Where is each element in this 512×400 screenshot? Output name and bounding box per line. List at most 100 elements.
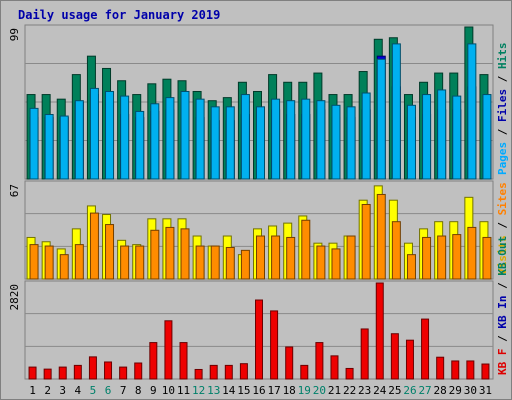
bar-sites (422, 236, 432, 280)
bar-sites (286, 236, 296, 280)
bar-pages (452, 95, 462, 180)
bar-pages (391, 43, 401, 180)
bar-kb-f (255, 299, 263, 380)
legend-separator: / (496, 69, 509, 89)
legend-separator: / (496, 215, 509, 235)
x-tick-label: 30 (464, 384, 477, 397)
bar-sites (165, 226, 175, 280)
legend-entry: KB In (496, 296, 509, 329)
bar-kb-f (390, 333, 399, 380)
x-tick-label: 17 (267, 384, 280, 397)
bar-pages (331, 104, 341, 180)
bar-sites (180, 228, 190, 280)
x-tick-label: 2 (44, 384, 51, 397)
bar-kb-f (451, 360, 460, 380)
bar-sites (210, 245, 220, 280)
bar-pages (376, 58, 386, 180)
x-tick-label: 19 (298, 384, 311, 397)
bar-pages (346, 106, 356, 180)
legend-entry: Files (496, 89, 509, 122)
bar-sites (467, 226, 477, 280)
bar-sites (44, 245, 54, 280)
bar-sites (331, 248, 341, 280)
bar-sites (437, 235, 447, 280)
x-tick-label: 13 (207, 384, 220, 397)
bar-sites (59, 254, 69, 280)
bar-kb-f (194, 368, 203, 380)
x-tick-label: 12 (192, 384, 205, 397)
bar-kb-f (466, 360, 475, 380)
bar-kb-f (209, 364, 218, 380)
bar-pages (29, 107, 39, 180)
x-tick-label: 31 (479, 384, 492, 397)
bar-pages (150, 103, 160, 180)
bar-kb-f (73, 364, 82, 380)
bar-pages (165, 97, 175, 180)
bar-sites (406, 254, 416, 280)
x-tick-label: 27 (418, 384, 431, 397)
bar-kb-f (436, 356, 445, 380)
legend-entry: Visits (496, 235, 509, 275)
bar-kb-f (405, 339, 414, 380)
bar-sites (195, 245, 205, 280)
legend: Pages / Files / Hits (496, 43, 509, 176)
x-tick-label: 14 (222, 384, 236, 397)
bar-kb-f (360, 328, 369, 380)
bar-sites (240, 249, 250, 280)
legend-entry: KB F (496, 349, 509, 376)
x-tick-label: 9 (150, 384, 157, 397)
bar-pages (44, 114, 54, 180)
bar-sites (256, 235, 265, 280)
bar-kb-f (375, 282, 384, 380)
x-tick-label: 7 (120, 384, 127, 397)
bar-pages (301, 98, 311, 180)
x-tick-label: 18 (283, 384, 296, 397)
bar-pages (482, 94, 492, 180)
bar-pages (286, 100, 296, 180)
x-tick-label: 8 (135, 384, 142, 397)
chart-title: Daily usage for January 2019 (18, 8, 221, 22)
bar-kb-f (315, 342, 324, 380)
x-tick-label: 21 (328, 384, 341, 397)
x-tick-label: 22 (343, 384, 356, 397)
bar-sites (361, 203, 371, 280)
x-tick-label: 4 (75, 384, 82, 397)
bar-kb-f (270, 310, 279, 380)
bar-kb-f (285, 346, 294, 380)
x-tick-label: 20 (313, 384, 326, 397)
bar-sites (346, 235, 356, 280)
y-max-label: 2820 (8, 284, 21, 311)
bar-pages (74, 100, 84, 180)
bar-pages (195, 98, 205, 180)
x-tick-label: 5 (90, 384, 97, 397)
bar-sites (135, 245, 145, 280)
bar-kb-f (481, 363, 490, 380)
bar-sites (120, 245, 130, 280)
bar-pages (135, 110, 145, 180)
legend-entry: Pages (496, 142, 509, 175)
legend-entry: Sites (496, 182, 509, 215)
legend-separator: / (496, 276, 509, 296)
bar-sites (301, 219, 311, 280)
x-tick-label: 26 (403, 384, 416, 397)
bar-kb-f (58, 366, 67, 380)
bar-sites (74, 244, 84, 280)
bar-sites (225, 246, 235, 280)
x-tick-label: 25 (388, 384, 401, 397)
y-max-label: 99 (8, 28, 21, 41)
bar-pages (361, 92, 371, 180)
bar-kb-f (28, 366, 37, 380)
x-tick-label: 24 (373, 384, 387, 397)
legend: Visits / Sites (496, 182, 509, 275)
bar-kb-f (149, 342, 158, 380)
x-tick-label: 10 (162, 384, 175, 397)
bar-kb-f (224, 364, 233, 380)
bar-kb-f (104, 361, 113, 380)
bar-pages (89, 87, 99, 180)
panel-pages-files-hits: 99 Pages / Files / Hits (8, 24, 509, 180)
bar-sites (105, 224, 115, 280)
bar-kb-f (345, 367, 354, 380)
x-tick-label: 15 (237, 384, 250, 397)
